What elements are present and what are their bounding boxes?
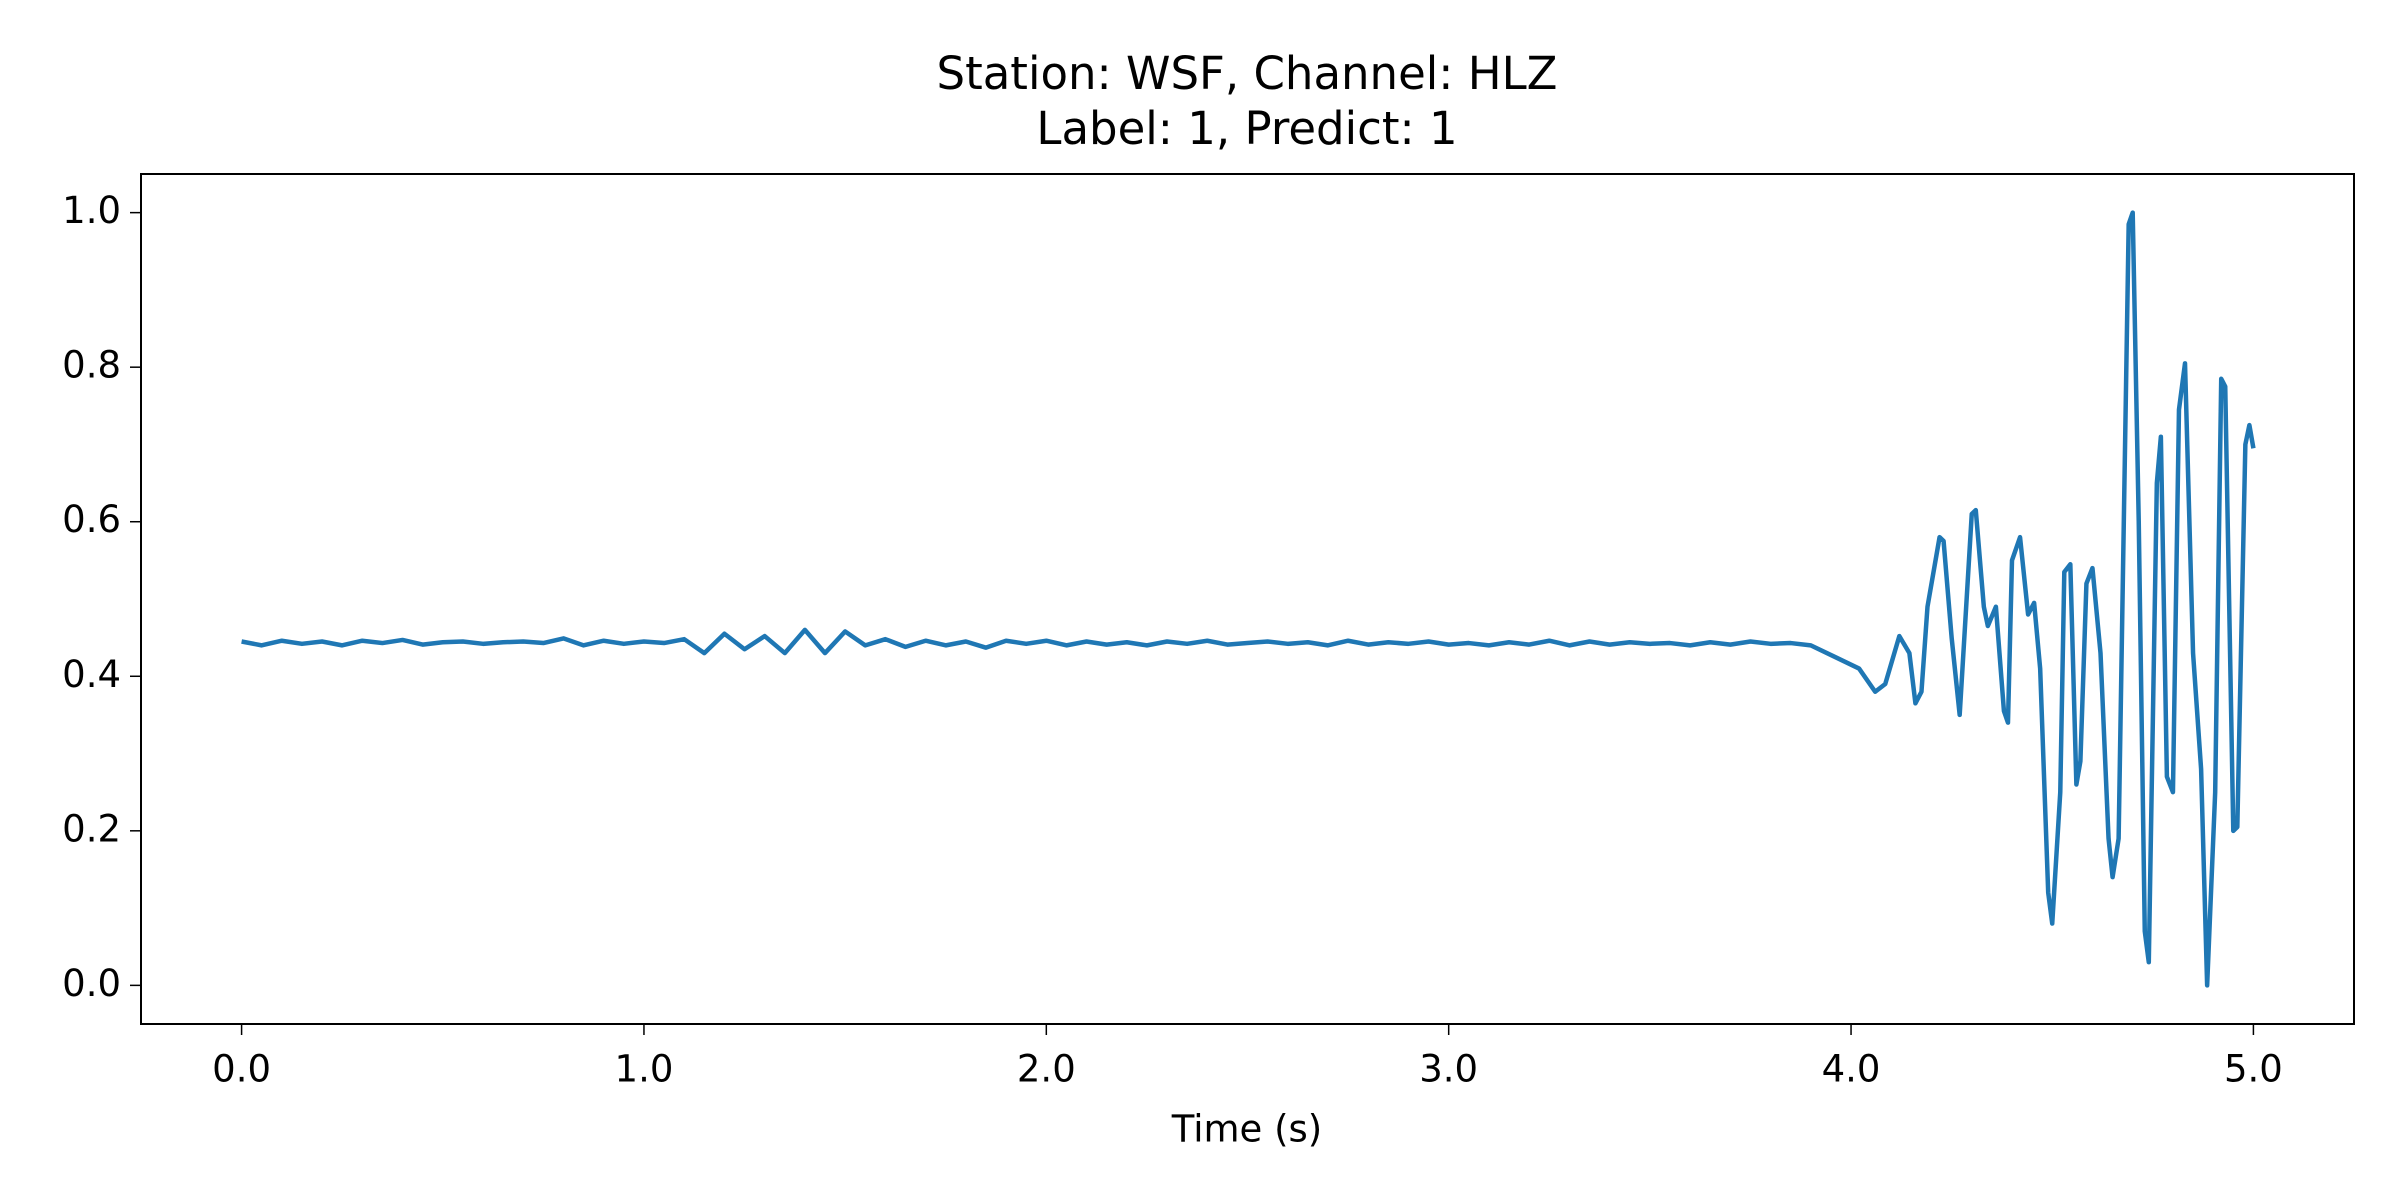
y-tick-label: 0.4	[62, 653, 121, 696]
x-tick-label: 5.0	[2224, 1048, 2283, 1091]
plot-frame	[140, 173, 2355, 1025]
y-tick-label: 0.0	[62, 962, 121, 1005]
x-axis-label: Time (s)	[1171, 1108, 1322, 1151]
y-tick-label: 0.6	[62, 498, 121, 541]
x-tick-label: 1.0	[615, 1048, 674, 1091]
x-tick-label: 4.0	[1822, 1048, 1881, 1091]
y-tick-label: 0.8	[62, 344, 121, 387]
chart-subtitle: Label: 1, Predict: 1	[1036, 102, 1457, 155]
data-line	[241, 210, 2256, 988]
x-tick-label: 3.0	[1419, 1048, 1478, 1091]
y-tick-label: 1.0	[62, 189, 121, 232]
x-tick-label: 0.0	[212, 1048, 271, 1091]
y-tick-label: 0.2	[62, 807, 121, 850]
x-tick-label: 2.0	[1017, 1048, 1076, 1091]
chart-title: Station: WSF, Channel: HLZ	[937, 47, 1558, 100]
